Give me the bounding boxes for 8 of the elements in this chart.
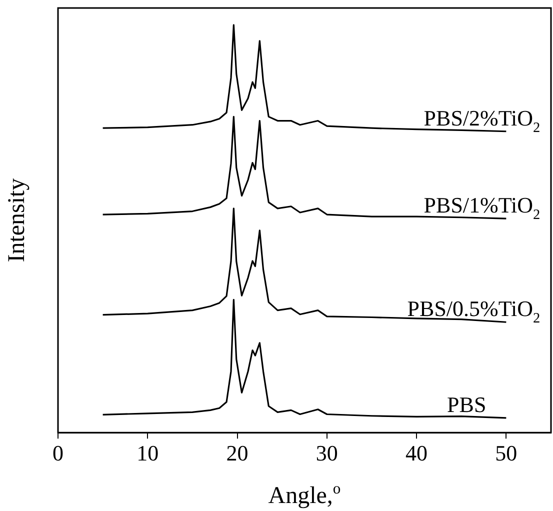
x-tick-label: 0 — [52, 440, 64, 466]
x-tick-label: 20 — [226, 440, 248, 466]
x-tick-label: 30 — [316, 440, 338, 466]
x-tick-label: 40 — [406, 440, 428, 466]
x-tick-label: 10 — [136, 440, 159, 466]
series-label: PBS — [447, 392, 486, 417]
y-axis-title: Intensity — [4, 178, 30, 262]
x-tick-label: 50 — [495, 440, 518, 466]
